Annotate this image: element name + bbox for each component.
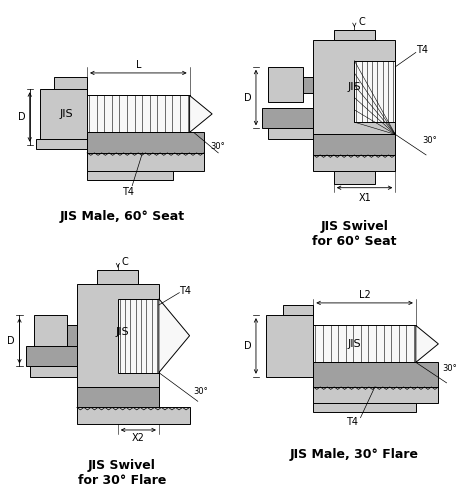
Polygon shape — [262, 108, 313, 128]
Text: JIS: JIS — [347, 339, 361, 349]
Polygon shape — [313, 40, 395, 134]
Text: D: D — [244, 341, 252, 351]
Polygon shape — [313, 336, 416, 356]
Text: T4: T4 — [346, 417, 358, 427]
Polygon shape — [97, 270, 138, 285]
Polygon shape — [266, 315, 313, 377]
Text: X2: X2 — [132, 433, 145, 443]
Polygon shape — [87, 132, 204, 153]
Polygon shape — [118, 299, 159, 373]
Polygon shape — [55, 77, 87, 96]
Polygon shape — [87, 153, 204, 172]
Polygon shape — [77, 407, 190, 424]
Polygon shape — [303, 77, 313, 94]
Text: JIS Male, 30° Flare: JIS Male, 30° Flare — [290, 448, 419, 461]
Text: JIS Swivel
for 60° Seat: JIS Swivel for 60° Seat — [312, 220, 397, 248]
Polygon shape — [26, 346, 77, 367]
Polygon shape — [416, 325, 438, 362]
Polygon shape — [334, 30, 375, 40]
Text: JIS: JIS — [115, 326, 129, 337]
Polygon shape — [67, 325, 77, 352]
Text: JIS: JIS — [347, 82, 361, 92]
Polygon shape — [87, 96, 190, 108]
Text: 30°: 30° — [422, 136, 437, 145]
Text: T4: T4 — [416, 45, 428, 55]
Text: X1: X1 — [358, 193, 371, 203]
Polygon shape — [355, 61, 395, 122]
Text: JIS: JIS — [60, 109, 73, 119]
Polygon shape — [77, 387, 159, 407]
Polygon shape — [36, 138, 87, 149]
Text: C: C — [358, 17, 365, 27]
Polygon shape — [313, 403, 416, 411]
Polygon shape — [190, 96, 212, 132]
Polygon shape — [77, 285, 159, 387]
Polygon shape — [334, 172, 375, 184]
Polygon shape — [313, 362, 438, 387]
Text: L2: L2 — [359, 290, 371, 300]
Text: 30°: 30° — [442, 364, 457, 373]
Polygon shape — [313, 387, 438, 403]
Text: JIS Swivel
for 30° Flare: JIS Swivel for 30° Flare — [78, 459, 166, 487]
Text: L: L — [136, 60, 141, 70]
Polygon shape — [313, 155, 395, 172]
Text: D: D — [18, 112, 25, 122]
Text: D: D — [8, 336, 15, 346]
Polygon shape — [87, 96, 190, 132]
Polygon shape — [313, 325, 416, 362]
Text: 30°: 30° — [194, 386, 209, 395]
Polygon shape — [40, 90, 87, 145]
Text: D: D — [244, 93, 252, 103]
Text: JIS Male, 60° Seat: JIS Male, 60° Seat — [59, 210, 184, 223]
Text: T4: T4 — [122, 187, 134, 197]
Polygon shape — [30, 367, 77, 377]
Polygon shape — [87, 172, 173, 180]
Polygon shape — [268, 67, 303, 102]
Text: C: C — [122, 257, 129, 267]
Polygon shape — [159, 299, 190, 373]
Polygon shape — [34, 315, 67, 360]
Polygon shape — [313, 134, 395, 155]
Text: 30°: 30° — [210, 142, 225, 151]
Text: T4: T4 — [179, 286, 191, 296]
Polygon shape — [268, 128, 313, 138]
Polygon shape — [283, 305, 313, 315]
